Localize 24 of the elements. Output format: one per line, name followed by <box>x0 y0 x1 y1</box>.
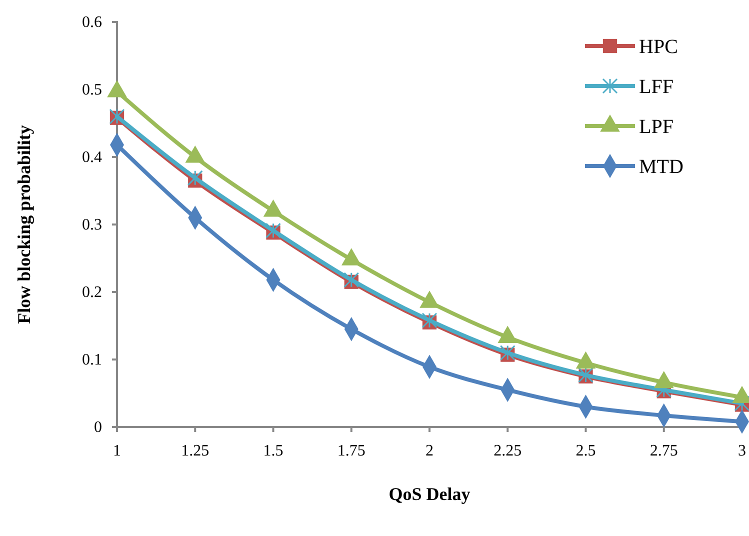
y-tick-label: 0.2 <box>82 284 102 302</box>
y-tick-label: 0.3 <box>82 216 102 234</box>
y-axis-title: Flow blocking probability <box>14 125 34 324</box>
y-tick-label: 0.4 <box>82 149 102 166</box>
y-tick-label: 0.1 <box>82 352 102 369</box>
legend-label: MTD <box>639 156 684 178</box>
x-tick-label: 2 <box>426 442 434 460</box>
legend-label: LFF <box>639 76 674 98</box>
x-tick-label: 2.75 <box>650 442 678 460</box>
x-tick-label: 2.25 <box>494 442 522 460</box>
x-tick-label: 2.5 <box>576 442 596 460</box>
point <box>187 170 203 186</box>
x-axis-title: QoS Delay <box>388 484 470 504</box>
x-tick-label: 1.5 <box>263 442 284 460</box>
x-tick-label: 1 <box>113 442 121 460</box>
x-tick-label: 1.75 <box>337 442 366 460</box>
x-tick-label: 1.25 <box>181 442 210 460</box>
legend-label: LPF <box>639 116 674 138</box>
y-tick-label: 0.5 <box>82 82 102 99</box>
legend-label: HPC <box>639 36 678 58</box>
y-tick-label: 0 <box>94 419 102 436</box>
x-tick-label: 3 <box>738 442 746 460</box>
y-tick-label: 0.6 <box>82 14 102 32</box>
point <box>266 222 281 238</box>
